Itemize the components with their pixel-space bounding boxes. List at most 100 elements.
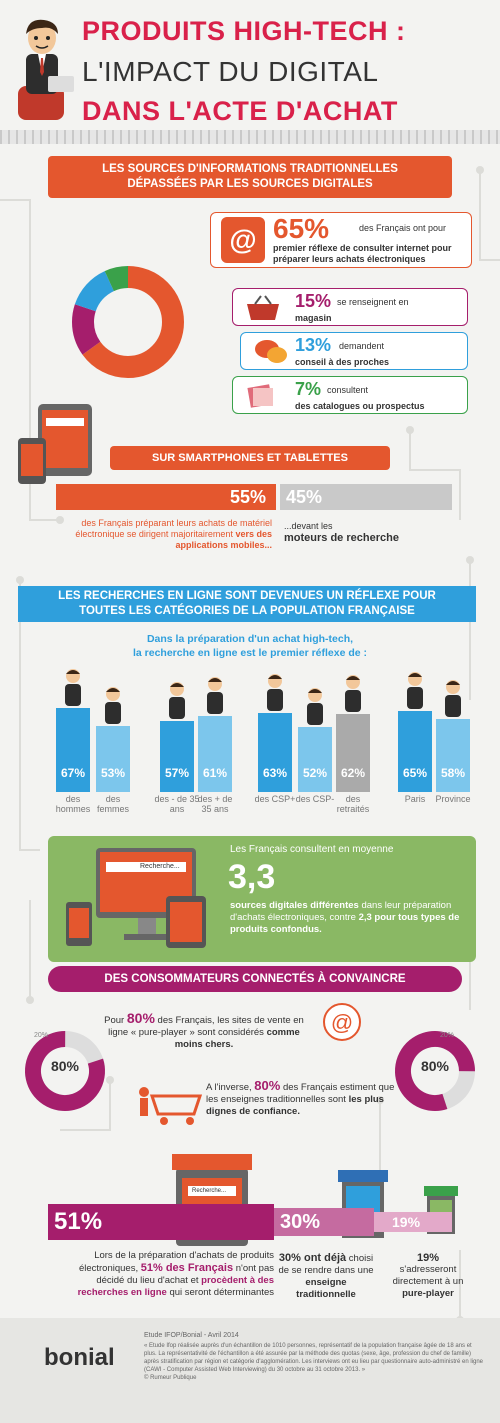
basket-icon xyxy=(247,295,279,320)
text1-a: Pour xyxy=(104,1015,125,1026)
main-d: procèdent à des recherches en ligne xyxy=(77,1275,274,1298)
source-credit: © Rumeur Publique xyxy=(144,1375,197,1381)
chart-bar xyxy=(56,708,90,792)
text2-pct: 80% xyxy=(254,1078,281,1093)
chart-bar-value: 52% xyxy=(302,766,328,780)
apps-bar: 55% xyxy=(56,484,276,510)
source-text: « Etude Ifop réalisée auprès d'un échant… xyxy=(144,1343,484,1373)
stat-card-proches: 13% demandent conseil à des proches xyxy=(240,332,468,370)
chart-bar-value: 65% xyxy=(402,766,428,780)
section4-intro: Les Français consultent en moyenne xyxy=(230,844,394,855)
section5-banner: DES CONSOMMATEURS CONNECTÉS À CONVAINCRE xyxy=(48,966,462,992)
screen-label: Recherche... xyxy=(140,863,180,870)
title-line-3: DANS L'ACTE D'ACHAT xyxy=(82,96,398,126)
magasin-text-a: se renseignent en xyxy=(337,297,409,307)
section4-text-c: 2,3 pour tous types de produits confondu… xyxy=(230,912,460,935)
person-icon xyxy=(345,675,361,712)
chart-category-label: Paris xyxy=(404,794,426,804)
section4-text-b: dans leur préparation d'achats électroni… xyxy=(230,900,452,923)
donut-right-pct: 80% xyxy=(420,1058,450,1074)
pct-bar-small: 19% xyxy=(374,1212,452,1232)
mid-a: 30% ont déjà xyxy=(278,1252,347,1264)
search-text-a: ...devant les xyxy=(284,521,333,531)
catalogues-text-b: des catalogues ou prospectus xyxy=(295,401,425,411)
pct-bar-main: 51% xyxy=(48,1204,274,1240)
section5-text2: A l'inverse, 80% des Français estiment q… xyxy=(206,1078,396,1118)
chart-bar xyxy=(96,726,130,792)
subtitle-a: Dans la préparation d'un achat high-tech… xyxy=(146,633,354,645)
sources-donut xyxy=(72,266,184,378)
chart-category-label: des CSP- xyxy=(295,794,335,804)
main-e: qui seront déterminantes xyxy=(169,1287,274,1298)
person-icon xyxy=(445,680,461,717)
proches-pct: 13% xyxy=(295,335,332,355)
mid-c: enseigne traditionnelle xyxy=(296,1277,356,1300)
section5-text1: Pour 80% des Français, les sites de vent… xyxy=(104,1011,304,1051)
donut-left xyxy=(25,1031,105,1111)
apps-pct: 55% xyxy=(229,487,266,507)
chart-bar-value: 58% xyxy=(440,766,466,780)
search-bar: 45% xyxy=(280,484,452,510)
proches-text-a: demandent xyxy=(339,341,385,351)
footer: bonial Etude IFOP/Bonial - Avril 2014 « … xyxy=(0,1318,500,1423)
section4-text-a: sources digitales différentes xyxy=(230,900,359,911)
chart-bar xyxy=(198,716,232,792)
person-icon xyxy=(169,682,185,719)
text2-b: des Français estiment que les enseignes … xyxy=(206,1082,395,1105)
tablet-phone-illustration xyxy=(18,404,92,484)
mid-b: choisi de se rendre dans une xyxy=(278,1253,374,1276)
person-icon xyxy=(207,677,223,714)
businessman-illustration xyxy=(18,19,74,120)
apps-text: des Français préparant leurs achats de m… xyxy=(56,518,272,551)
person-icon xyxy=(65,669,81,706)
chart-bar xyxy=(336,714,370,792)
chart-bar-value: 57% xyxy=(164,766,190,780)
chart-bar-value: 63% xyxy=(262,766,288,780)
population-bar-chart: 67% des hommes 53% des femmes 57% des - de 35… xyxy=(55,669,471,814)
chart-bar-value: 53% xyxy=(100,766,126,780)
email-icon: @ xyxy=(323,1003,361,1041)
section4-number: 3,3 xyxy=(228,858,276,896)
speech-bubbles-icon xyxy=(255,340,287,363)
chart-category-label: des hommes xyxy=(55,794,91,814)
chart-category-label: des femmes xyxy=(96,794,129,814)
person-icon xyxy=(105,687,121,724)
shopping-cart-icon xyxy=(139,1087,203,1125)
source-title: Etude IFOP/Bonial - Avril 2014 xyxy=(144,1332,239,1339)
chart-category-label: des - de 35 ans xyxy=(154,794,200,814)
main-text-b: premier réflexe de consulter internet po… xyxy=(273,243,452,264)
footer-source: Etude IFOP/Bonial - Avril 2014 « Etude I… xyxy=(144,1332,484,1382)
section6-text-small: 19% s'adresseront directement à un pure-… xyxy=(384,1252,472,1300)
section1-banner: LES SOURCES D'INFORMATIONS TRADITIONNELL… xyxy=(48,156,452,198)
section4-text: sources digitales différentes dans leur … xyxy=(230,900,466,936)
pct-mid: 30% xyxy=(280,1211,321,1233)
search-text-b: moteurs de recherche xyxy=(284,532,399,544)
catalogue-icon xyxy=(247,384,273,408)
donut-right xyxy=(395,1031,475,1111)
person-icon xyxy=(307,688,323,725)
title-line-1: PRODUITS HIGH-TECH : xyxy=(82,16,406,46)
magasin-pct: 15% xyxy=(295,291,332,311)
svg-text:@: @ xyxy=(331,1010,353,1035)
apps-text-a: des Français préparant leurs achats de m… xyxy=(75,518,272,539)
pct-small: 19% xyxy=(392,1214,421,1230)
donut-left-pct: 80% xyxy=(50,1058,80,1074)
title-line-2: L'IMPACT DU DIGITAL xyxy=(82,56,379,87)
person-icon xyxy=(407,672,423,709)
text2-a: A l'inverse, xyxy=(206,1082,252,1093)
subtitle-b: la recherche en ligne est le premier réf… xyxy=(132,647,368,659)
devices-illustration xyxy=(66,848,206,948)
text2-c: les plus dignes de confiance. xyxy=(206,1094,384,1117)
at-sign-icon: @ xyxy=(221,217,265,263)
chart-bar-value: 62% xyxy=(340,766,366,780)
section2-banner: SUR SMARTPHONES ET TABLETTES xyxy=(110,446,390,470)
main-text-a: des Français ont pour xyxy=(359,223,447,233)
person-icon xyxy=(267,674,283,711)
chart-bar xyxy=(160,721,194,792)
proches-text-b: conseil à des proches xyxy=(295,357,390,367)
main-pct: 65% xyxy=(273,213,330,244)
search-pct: 45% xyxy=(286,487,323,507)
chart-category-label: des retraités xyxy=(336,794,370,814)
small-b: s'adresseront directement à un xyxy=(392,1264,464,1287)
chart-category-label: des + de 35 ans xyxy=(197,794,233,814)
